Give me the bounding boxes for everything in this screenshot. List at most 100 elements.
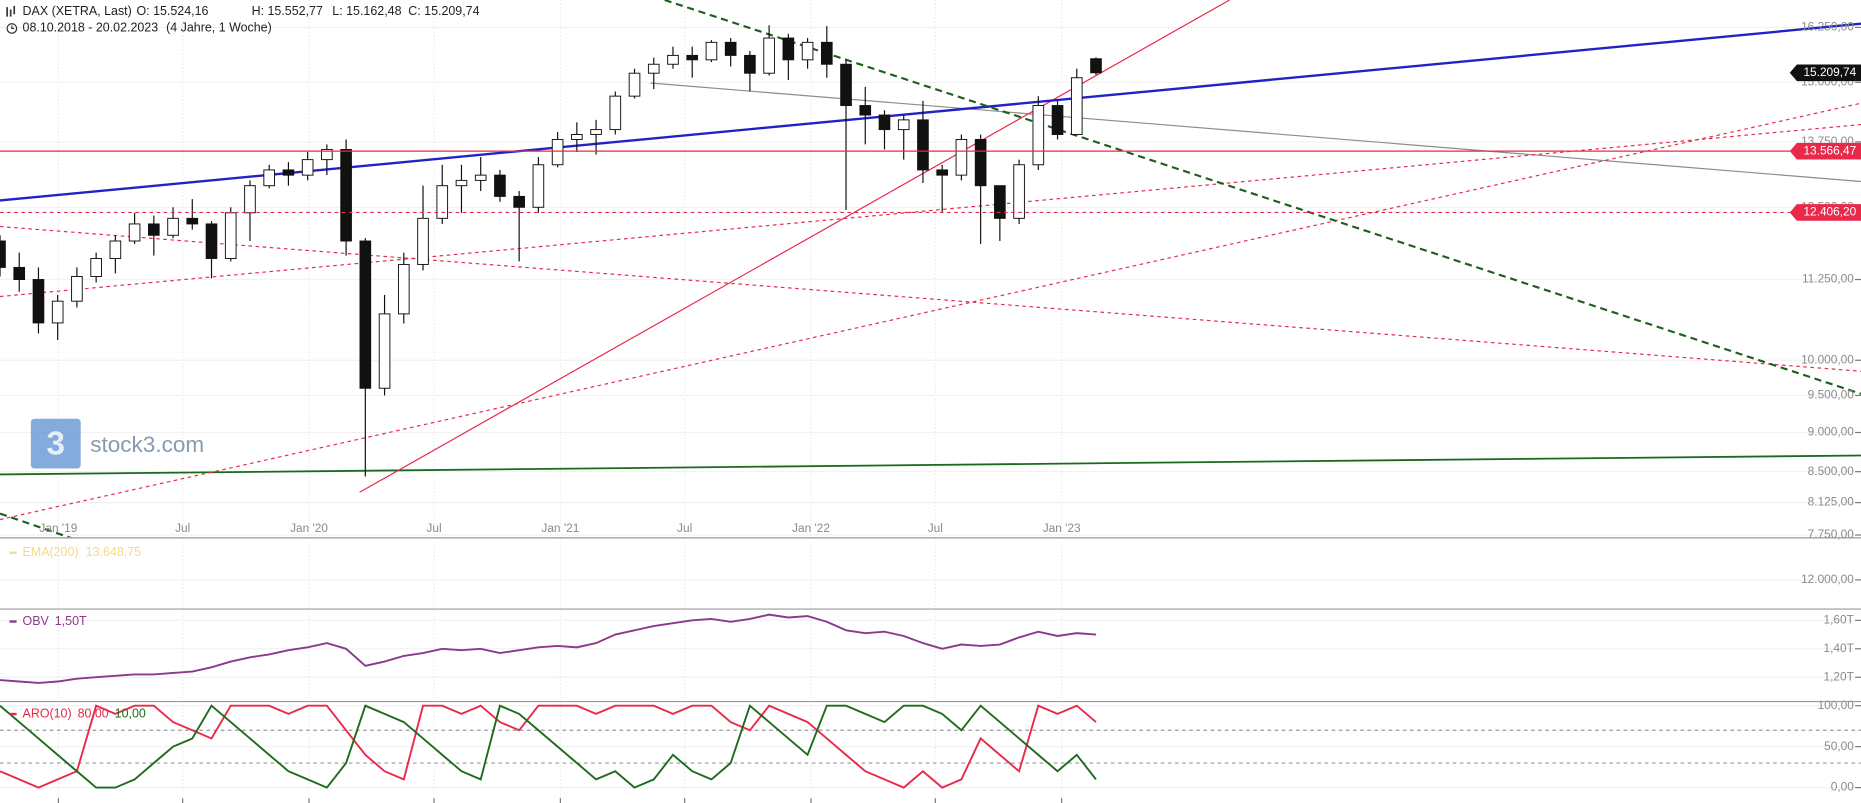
y-tick-label: 1,40T [1824, 641, 1854, 655]
candle-body [974, 138, 987, 187]
candle-body [994, 185, 1006, 219]
candle-body [474, 174, 487, 181]
candle-body [667, 54, 679, 65]
candle-body [494, 174, 506, 197]
x-tick-label: Jul [677, 521, 692, 535]
candle-body [763, 37, 775, 74]
candle-body [1090, 58, 1102, 74]
candle-body [878, 114, 891, 131]
legend-name: EMA(200) [23, 545, 79, 559]
trendline [0, 102, 1861, 521]
candle-body [359, 240, 372, 389]
x-tick-label: Jul [426, 521, 441, 535]
candle-body [186, 217, 199, 225]
candle-body [263, 169, 276, 187]
y-tick-label: 12.000,00 [1801, 572, 1854, 586]
x-tick-label: Jan '21 [541, 521, 579, 535]
candle-body [609, 95, 622, 131]
trendline [0, 22, 1861, 202]
candle-body [897, 119, 910, 131]
ohlc-label: L: 15.162,48 [332, 4, 401, 18]
candle-body [513, 195, 525, 208]
legend-value: 10,00 [115, 706, 146, 720]
y-tick-label: 11.250,00 [1802, 272, 1854, 286]
y-tick-label: 8.500,00 [1808, 464, 1855, 478]
candle-body [378, 313, 391, 389]
price-tag [1789, 142, 1861, 160]
candle-body [167, 217, 179, 236]
trendline [0, 454, 1861, 476]
candle-body [301, 159, 314, 176]
candle-body [1070, 77, 1083, 135]
trendline [0, 123, 1861, 298]
y-tick-label: 1,60T [1824, 612, 1854, 626]
x-tick-label: Jan '19 [39, 521, 77, 535]
candle-body [128, 223, 141, 242]
x-tick-label: Jan '20 [290, 521, 328, 535]
trendline [650, 82, 1861, 183]
series-line [0, 704, 1097, 789]
x-tick-label: Jul [175, 521, 190, 535]
candle-body [955, 138, 968, 176]
chart-title: DAX (XETRA, Last) [23, 4, 132, 18]
candle-body [724, 41, 737, 56]
trendline [0, 512, 73, 538]
y-tick-label: 100,00 [1818, 698, 1855, 712]
candle-body [109, 240, 122, 259]
subtitle: 08.10.2018 - 20.02.2023 [23, 21, 159, 35]
icon [11, 25, 15, 30]
ohlc-label: H: 15.552,77 [252, 4, 323, 18]
trendline [664, 0, 1861, 395]
candle-body [571, 134, 583, 140]
watermark-text: stock3.com [90, 432, 204, 457]
candle-body [1032, 105, 1045, 166]
y-tick-label: 7.750,00 [1808, 527, 1855, 541]
watermark: 3 stock3.com [30, 418, 204, 469]
candle-body [321, 148, 333, 161]
price-tag [1789, 204, 1861, 221]
candle-body [1051, 105, 1064, 135]
candle-body [90, 258, 102, 277]
y-tick-label: 9.000,00 [1808, 425, 1855, 439]
candle-body [647, 63, 660, 74]
trendline [359, 0, 1230, 493]
y-tick-label: 10.000,00 [1801, 352, 1854, 366]
candle-body [397, 263, 410, 315]
candle-body [936, 169, 948, 176]
candle-body [13, 266, 26, 280]
header: DAX (XETRA, Last) O: 15.524,16 H: 15.552… [6, 4, 480, 35]
legend-value: 1,50T [55, 614, 87, 628]
candle-body [0, 240, 6, 268]
candle-body [71, 275, 83, 302]
icon [6, 5, 16, 17]
logo-glyph: 3 [47, 426, 65, 463]
candle-body [840, 63, 852, 107]
candle-body [820, 41, 833, 65]
candle-body [205, 223, 218, 259]
candle-body [590, 129, 602, 135]
candle-body [782, 37, 795, 61]
candle-body [859, 105, 872, 116]
x-tick-label: Jan '23 [1043, 521, 1081, 535]
candle-body [32, 279, 45, 324]
y-tick-label: 0,00 [1831, 780, 1854, 794]
logo [30, 418, 81, 469]
candle-body [417, 217, 429, 265]
candle-body [744, 54, 756, 74]
candle-body [551, 138, 564, 166]
candle-body [801, 41, 814, 61]
price-tag [1789, 64, 1861, 82]
candle-body [282, 169, 295, 176]
x-tick-label: Jan '22 [792, 521, 830, 535]
candle-body [686, 54, 699, 61]
series-line [0, 613, 1097, 684]
y-tick-label: 50,00 [1824, 739, 1854, 753]
candle-body [705, 41, 718, 61]
legend-title: ARO(10) [23, 706, 72, 720]
ohlc-label: C: 15.209,74 [408, 4, 479, 18]
candle-body [51, 300, 64, 324]
candle-body [224, 212, 237, 259]
legend-value: 80,00 [78, 706, 109, 720]
price-tag-label: 12.406,20 [1803, 205, 1856, 219]
